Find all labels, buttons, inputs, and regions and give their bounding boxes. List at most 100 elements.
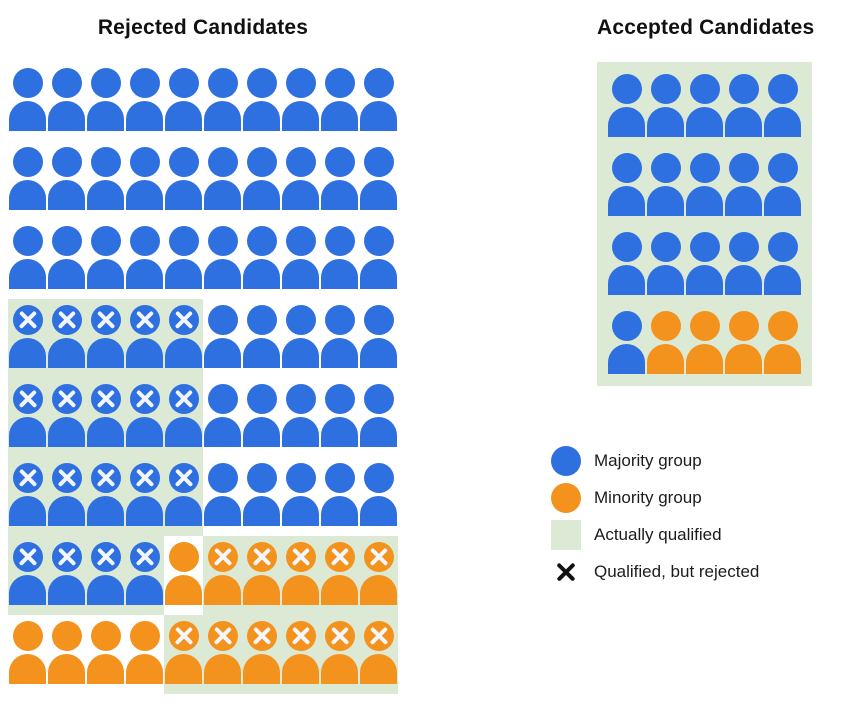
person-head	[285, 226, 316, 256]
person-body	[87, 654, 124, 684]
person-head	[611, 232, 642, 262]
majority-candidate-icon	[8, 141, 47, 220]
person-head	[246, 147, 277, 177]
person-head	[285, 147, 316, 177]
person-head	[51, 226, 82, 256]
person-head	[363, 384, 394, 414]
person-head	[12, 147, 43, 177]
majority-candidate-icon	[8, 536, 47, 615]
majority-candidate-icon	[685, 226, 724, 305]
person-head	[90, 147, 121, 177]
person-body	[282, 101, 319, 131]
person-head	[51, 68, 82, 98]
person-head	[285, 542, 316, 572]
person-body	[126, 101, 163, 131]
person-head	[207, 147, 238, 177]
person-head	[90, 305, 121, 335]
person-body	[48, 338, 85, 368]
legend: Majority group Minority group Actually qua…	[551, 446, 759, 587]
person-head	[728, 232, 759, 262]
person-head	[650, 232, 681, 262]
person-body	[764, 344, 801, 374]
person-head	[285, 68, 316, 98]
person-body	[282, 496, 319, 526]
minority-candidate-icon	[359, 536, 398, 615]
person-head	[129, 68, 160, 98]
majority-candidate-icon	[242, 299, 281, 378]
majority-candidate-icon	[125, 536, 164, 615]
person-body	[282, 259, 319, 289]
candidate-row	[8, 536, 398, 615]
majority-candidate-icon	[203, 457, 242, 536]
person-body	[282, 417, 319, 447]
majority-candidate-icon	[47, 299, 86, 378]
person-body	[725, 107, 762, 137]
majority-candidate-icon	[164, 457, 203, 536]
candidate-row	[8, 62, 398, 141]
person-body	[608, 265, 645, 295]
legend-item: Actually qualified	[551, 520, 759, 550]
person-head	[363, 226, 394, 256]
person-body	[647, 107, 684, 137]
minority-candidate-icon	[86, 615, 125, 694]
person-head	[168, 226, 199, 256]
minority-candidate-icon	[646, 305, 685, 384]
person-body	[321, 575, 358, 605]
majority-candidate-icon	[125, 378, 164, 457]
person-body	[360, 654, 397, 684]
majority-candidate-icon	[47, 141, 86, 220]
majority-candidate-icon	[646, 147, 685, 226]
majority-candidate-icon	[320, 141, 359, 220]
majority-candidate-icon	[125, 141, 164, 220]
person-head	[324, 384, 355, 414]
person-head	[246, 542, 277, 572]
person-body	[282, 654, 319, 684]
person-body	[9, 180, 46, 210]
person-head	[324, 147, 355, 177]
person-body	[686, 107, 723, 137]
person-head	[168, 621, 199, 651]
majority-candidate-icon	[281, 378, 320, 457]
person-head	[285, 305, 316, 335]
person-body	[321, 654, 358, 684]
majority-candidate-icon	[164, 220, 203, 299]
accepted-title: Accepted Candidates	[597, 16, 815, 39]
majority-candidate-icon	[359, 378, 398, 457]
person-head	[12, 384, 43, 414]
person-head	[12, 68, 43, 98]
person-head	[324, 463, 355, 493]
person-head	[689, 153, 720, 183]
majority-candidate-icon	[724, 68, 763, 147]
person-head	[12, 621, 43, 651]
person-body	[9, 417, 46, 447]
person-body	[87, 101, 124, 131]
person-head	[168, 305, 199, 335]
person-head	[650, 311, 681, 341]
majority-candidate-icon	[281, 220, 320, 299]
majority-candidate-icon	[125, 220, 164, 299]
majority-candidate-icon	[763, 226, 802, 305]
person-body	[9, 338, 46, 368]
person-body	[764, 107, 801, 137]
person-head	[168, 463, 199, 493]
person-body	[321, 338, 358, 368]
majority-candidate-icon	[47, 457, 86, 536]
person-head	[129, 463, 160, 493]
person-head	[324, 621, 355, 651]
person-head	[12, 305, 43, 335]
person-body	[204, 417, 241, 447]
minority-candidate-icon	[685, 305, 724, 384]
person-head	[90, 384, 121, 414]
person-body	[9, 654, 46, 684]
person-body	[204, 496, 241, 526]
person-body	[360, 417, 397, 447]
person-body	[204, 259, 241, 289]
person-head	[324, 68, 355, 98]
candidate-row	[8, 299, 398, 378]
person-head	[168, 384, 199, 414]
person-head	[129, 147, 160, 177]
majority-candidate-icon	[359, 299, 398, 378]
person-body	[360, 101, 397, 131]
person-head	[363, 68, 394, 98]
person-head	[90, 463, 121, 493]
